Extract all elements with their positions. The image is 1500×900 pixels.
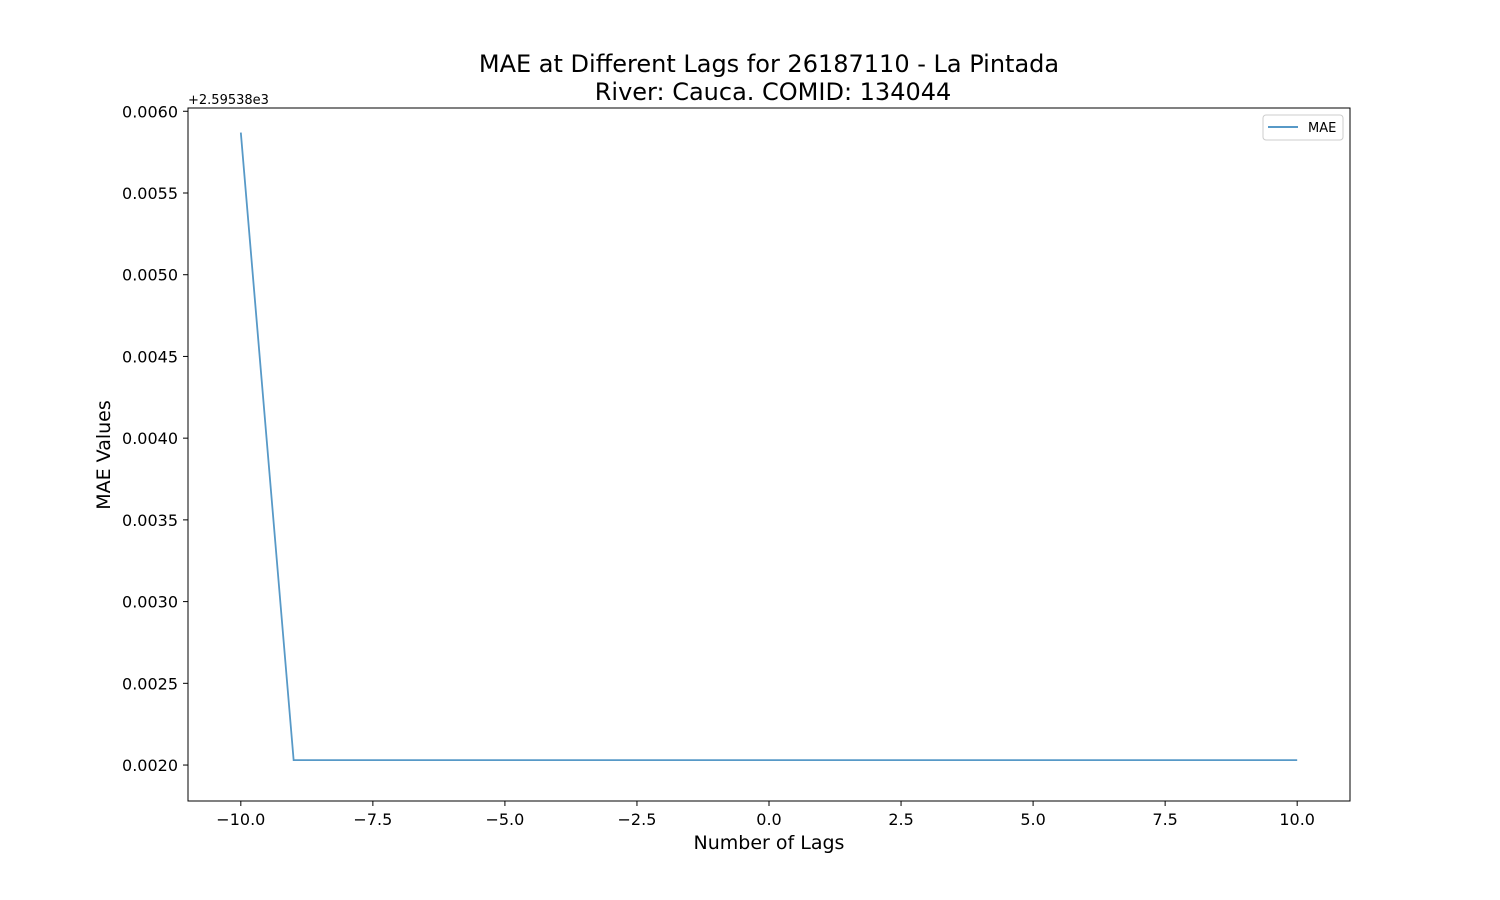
- x-axis: −10.0 −7.5 −5.0 −2.5 0.0 2.5 5.0 7.5 10.0: [216, 801, 1315, 829]
- x-tick-label: −10.0: [216, 810, 265, 829]
- y-axis-label: MAE Values: [93, 400, 115, 510]
- y-tick-label: 0.0035: [122, 511, 178, 530]
- y-tick-label: 0.0025: [122, 674, 178, 693]
- y-axis: 0.0020 0.0025 0.0030 0.0035 0.0040 0.0045 0.00…: [122, 102, 188, 775]
- chart-title: MAE at Different Lags for 26187110 - La …: [479, 50, 1059, 78]
- plot-frame: [187, 107, 1351, 802]
- x-tick-label: −7.5: [353, 810, 392, 829]
- y-tick-label: 0.0060: [122, 102, 178, 121]
- series-line-mae: [239, 132, 1298, 762]
- x-tick-label: 0.0: [756, 810, 781, 829]
- x-tick-label: 5.0: [1020, 810, 1045, 829]
- legend-box: [1262, 114, 1344, 141]
- y-axis-offset-label: +2.59538e3: [188, 93, 269, 108]
- legend: MAE: [1262, 114, 1344, 141]
- x-tick-label: −5.0: [485, 810, 524, 829]
- legend-entry-mae: MAE: [1308, 121, 1336, 136]
- y-tick-label: 0.0020: [122, 756, 178, 775]
- x-tick-label: 2.5: [888, 810, 913, 829]
- x-tick-label: 7.5: [1152, 810, 1177, 829]
- plot-area: [239, 132, 1298, 762]
- y-tick-label: 0.0055: [122, 184, 178, 203]
- x-tick-label: 10.0: [1279, 810, 1315, 829]
- x-axis-label: Number of Lags: [694, 832, 845, 854]
- y-tick-label: 0.0050: [122, 266, 178, 285]
- x-tick-label: −2.5: [618, 810, 657, 829]
- y-tick-label: 0.0040: [122, 429, 178, 448]
- y-tick-label: 0.0045: [122, 347, 178, 366]
- y-tick-label: 0.0030: [122, 593, 178, 612]
- chart-subtitle: River: Cauca. COMID: 134044: [595, 78, 952, 106]
